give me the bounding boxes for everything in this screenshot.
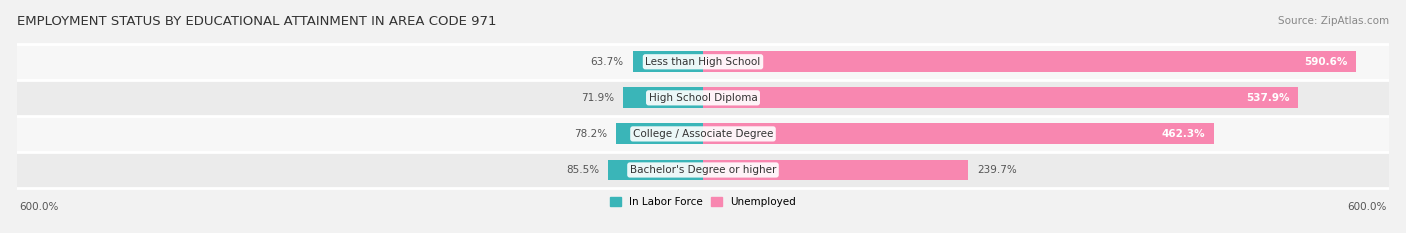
Bar bbox=[623, 87, 703, 108]
Bar bbox=[633, 51, 703, 72]
Bar bbox=[0, 116, 1406, 152]
Text: 71.9%: 71.9% bbox=[582, 93, 614, 103]
Bar bbox=[0, 80, 1406, 116]
Text: 63.7%: 63.7% bbox=[591, 57, 624, 67]
Legend: In Labor Force, Unemployed: In Labor Force, Unemployed bbox=[606, 193, 800, 211]
Bar bbox=[703, 87, 1298, 108]
Text: Bachelor's Degree or higher: Bachelor's Degree or higher bbox=[630, 165, 776, 175]
Text: 85.5%: 85.5% bbox=[567, 165, 599, 175]
Text: Source: ZipAtlas.com: Source: ZipAtlas.com bbox=[1278, 16, 1389, 26]
Text: 537.9%: 537.9% bbox=[1246, 93, 1289, 103]
Text: 78.2%: 78.2% bbox=[575, 129, 607, 139]
Text: 239.7%: 239.7% bbox=[977, 165, 1017, 175]
Text: High School Diploma: High School Diploma bbox=[648, 93, 758, 103]
Bar bbox=[0, 44, 1406, 80]
Bar bbox=[703, 160, 969, 180]
Text: College / Associate Degree: College / Associate Degree bbox=[633, 129, 773, 139]
Text: Less than High School: Less than High School bbox=[645, 57, 761, 67]
Bar bbox=[609, 160, 703, 180]
Bar bbox=[703, 123, 1215, 144]
Bar bbox=[703, 51, 1357, 72]
Text: 590.6%: 590.6% bbox=[1305, 57, 1347, 67]
Text: EMPLOYMENT STATUS BY EDUCATIONAL ATTAINMENT IN AREA CODE 971: EMPLOYMENT STATUS BY EDUCATIONAL ATTAINM… bbox=[17, 15, 496, 28]
Bar bbox=[616, 123, 703, 144]
Text: 462.3%: 462.3% bbox=[1161, 129, 1205, 139]
Bar bbox=[0, 152, 1406, 188]
